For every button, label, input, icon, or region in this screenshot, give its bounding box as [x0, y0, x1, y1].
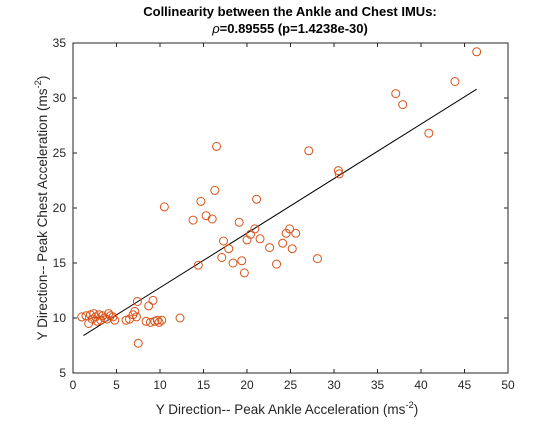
data-point [287, 244, 297, 254]
data-point [285, 224, 295, 234]
data-point [217, 253, 227, 262]
data-point [152, 315, 162, 325]
y-tick-label: 15 [53, 256, 67, 270]
regression-line [83, 88, 477, 337]
x-axis-label-exponent: -2 [405, 400, 413, 411]
data-point [272, 259, 282, 269]
rho-symbol: ρ [211, 21, 220, 36]
x-axis-label: Y Direction-- Peak Ankle Acceleration (m… [156, 400, 419, 417]
chart-title: Collinearity between the Ankle and Chest… [143, 4, 437, 19]
data-point [391, 89, 401, 99]
y-tick-label: 35 [53, 36, 67, 50]
data-point [130, 306, 140, 316]
data-point [398, 100, 408, 110]
data-point [228, 258, 238, 268]
data-point [144, 301, 154, 311]
scatter-points [77, 47, 482, 348]
data-point [234, 217, 244, 227]
data-point [212, 141, 222, 151]
data-point [132, 312, 142, 322]
y-tick-label: 5 [59, 366, 66, 380]
data-point [304, 146, 314, 156]
data-point [148, 295, 158, 305]
x-tick-label: 45 [458, 378, 472, 392]
y-tick-label: 20 [53, 201, 67, 215]
x-tick-label: 15 [197, 378, 211, 392]
data-point [132, 297, 142, 306]
data-point [224, 244, 234, 254]
y-tick-label: 25 [53, 146, 67, 160]
data-point [133, 338, 143, 348]
data-point [175, 313, 185, 323]
data-point [141, 316, 151, 326]
x-axis-ticks [72, 43, 509, 373]
data-point [196, 196, 206, 206]
subtitle-stats: =0.89555 (p=1.4238e-30) [220, 21, 368, 36]
data-point [250, 224, 260, 234]
x-tick-label: 5 [113, 378, 120, 392]
x-tick-label: 40 [414, 378, 428, 392]
data-point [77, 312, 87, 322]
data-point [110, 315, 120, 325]
data-point [94, 310, 104, 320]
x-tick-label: 35 [371, 378, 385, 392]
y-axis-label-exponent: -2 [33, 80, 44, 88]
x-axis-label-close: ) [414, 402, 419, 417]
data-point [159, 202, 169, 212]
x-tick-label: 20 [240, 378, 254, 392]
data-point [219, 236, 229, 246]
x-tick-label: 50 [501, 378, 515, 392]
data-point [210, 185, 220, 195]
data-point [472, 47, 482, 57]
y-axis-ticks [73, 42, 508, 374]
x-tick-label: 30 [327, 378, 341, 392]
data-point [424, 128, 434, 138]
data-point [245, 229, 255, 239]
y-axis-tick-labels: 5 10 15 20 25 30 35 [53, 36, 67, 380]
data-point [157, 315, 167, 325]
data-point [121, 315, 131, 325]
y-tick-label: 30 [53, 91, 67, 105]
data-point [265, 243, 275, 253]
data-point [85, 310, 95, 320]
plot-area [72, 42, 509, 374]
chart-subtitle: ρ=0.89555 (p=1.4238e-30) [211, 21, 368, 36]
data-point [291, 228, 301, 238]
x-tick-label: 10 [153, 378, 167, 392]
data-point [278, 238, 288, 248]
data-point [207, 214, 217, 224]
y-axis-label: Y Direction-- Peak Chest Acceleration (m… [33, 76, 50, 341]
y-axis-label-text: Y Direction-- Peak Chest Acceleration (m… [35, 88, 50, 340]
x-tick-label: 0 [70, 378, 77, 392]
data-point [154, 317, 164, 327]
x-axis-label-text: Y Direction-- Peak Ankle Acceleration (m… [156, 402, 406, 417]
x-tick-label: 25 [284, 378, 298, 392]
y-axis-label-close: ) [35, 76, 50, 81]
data-point [450, 77, 460, 86]
data-point [333, 166, 343, 176]
data-point [188, 215, 198, 225]
data-point [255, 234, 265, 244]
x-axis-tick-labels: 0 5 10 15 20 25 30 35 40 45 50 [70, 378, 515, 392]
data-point [312, 254, 322, 264]
data-point [237, 256, 247, 266]
data-point [239, 268, 249, 278]
data-point [145, 317, 155, 327]
data-point [252, 194, 262, 204]
data-point [193, 260, 203, 270]
y-tick-label: 10 [53, 311, 67, 325]
data-point [334, 169, 344, 179]
